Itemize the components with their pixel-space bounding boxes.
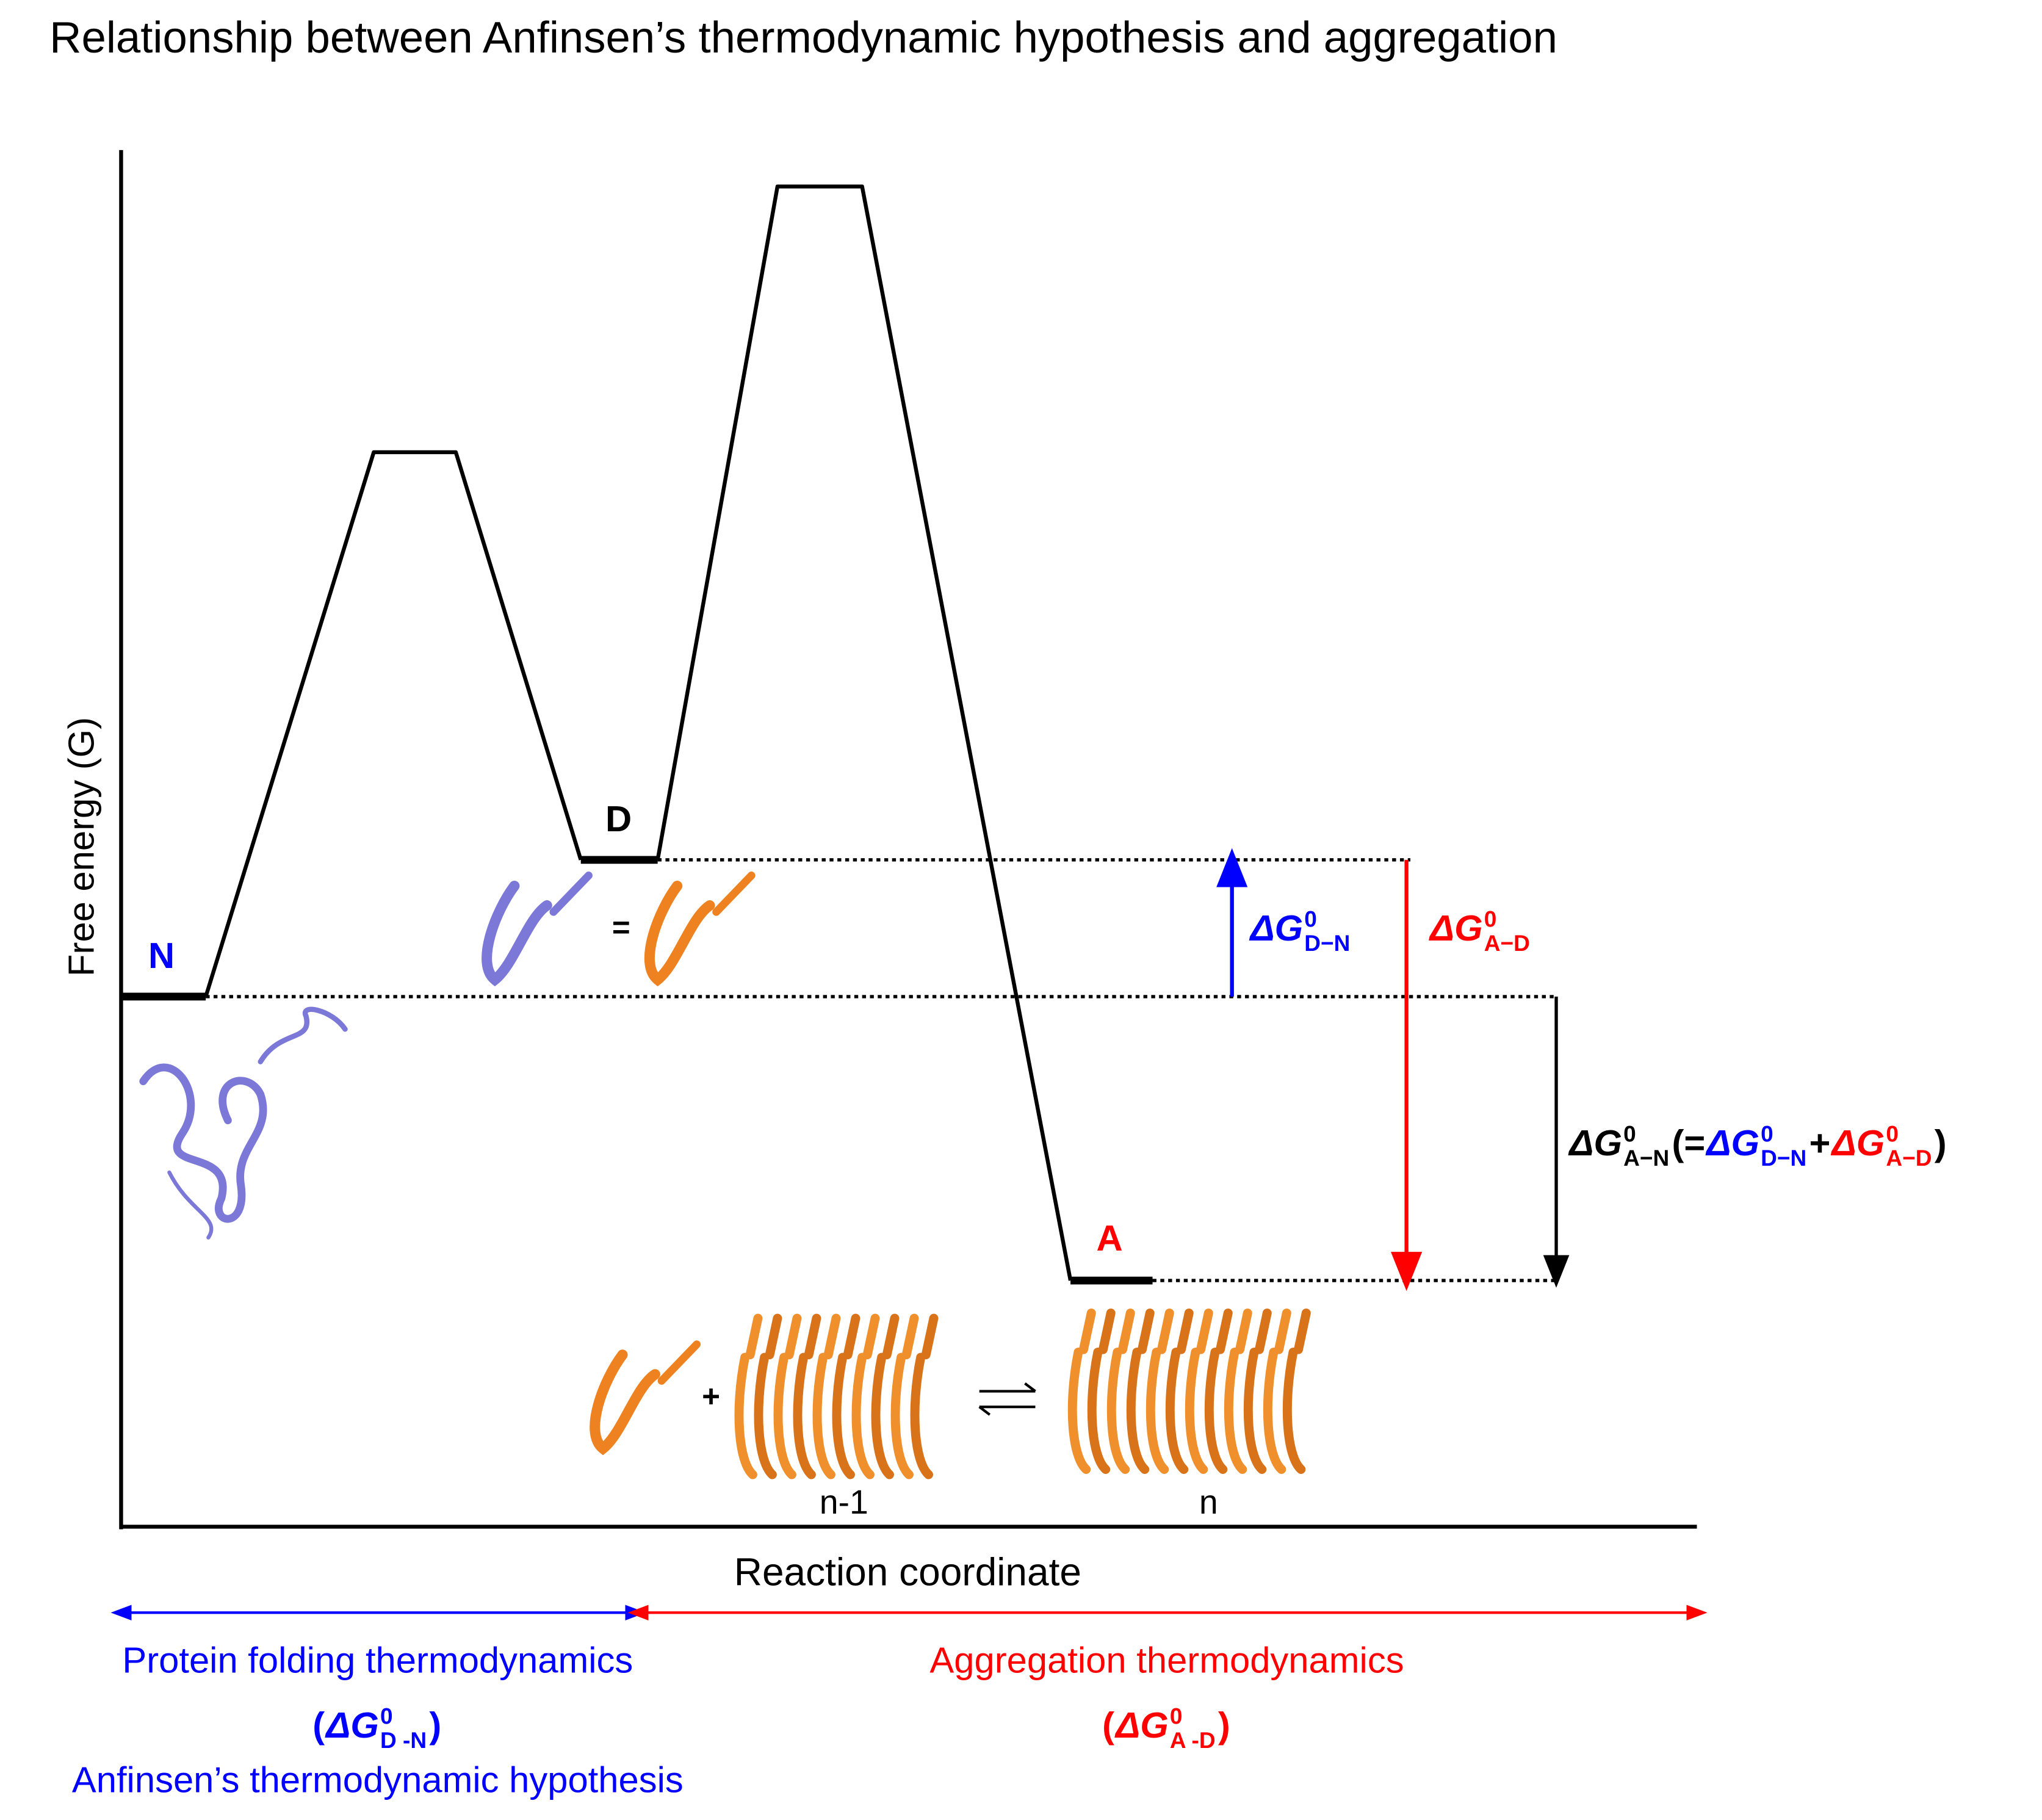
- strand: [1185, 1308, 1213, 1474]
- formula-part: D−N: [1304, 930, 1350, 956]
- formula-part: ): [1935, 1122, 1947, 1163]
- x-axis-label: Reaction coordinate: [734, 1550, 1081, 1594]
- formula: ΔG 0A−N (= ΔG 0D−N + ΔG 0A−D): [1568, 1121, 1946, 1171]
- formula-part: ): [1218, 1705, 1230, 1746]
- formula-part: ΔG: [325, 1705, 379, 1746]
- strand: [1165, 1308, 1194, 1474]
- strand: [1067, 1308, 1096, 1474]
- equilibrium-arrows: [978, 1382, 1036, 1416]
- formula-part: ΔG: [1831, 1122, 1885, 1163]
- formula-part: ΔG: [1249, 908, 1304, 948]
- strand: [1126, 1308, 1155, 1474]
- formula-part: ΔG: [1429, 908, 1483, 948]
- formula-part: 0: [1761, 1121, 1773, 1147]
- folding-title: Protein folding thermodynamics: [122, 1639, 633, 1680]
- formula-part: 0: [1304, 906, 1317, 931]
- denatured-protein-orange: [644, 872, 756, 987]
- formula-part: A−N: [1623, 1145, 1669, 1171]
- formula-part: +: [1809, 1122, 1831, 1163]
- strand: [851, 1313, 880, 1479]
- label-n-minus-1: n-1: [820, 1483, 868, 1521]
- label-n: n: [1199, 1483, 1218, 1521]
- strand: [793, 1313, 821, 1479]
- strand: [832, 1313, 860, 1479]
- state-n: N: [148, 935, 175, 976]
- equals-sign: =: [612, 910, 630, 945]
- formula-part: A−D: [1886, 1145, 1932, 1171]
- strand: [754, 1313, 782, 1479]
- strand: [773, 1313, 802, 1479]
- formula-part: (: [1102, 1705, 1114, 1746]
- formula-part: 0: [1623, 1121, 1636, 1147]
- formula-part: ΔG: [1568, 1122, 1622, 1163]
- formula-part: ΔG: [1705, 1122, 1759, 1163]
- plus-sign: +: [702, 1379, 720, 1414]
- strand: [871, 1313, 900, 1479]
- formula-part: (=: [1672, 1122, 1706, 1163]
- strand: [910, 1313, 939, 1479]
- formula-part: (: [312, 1705, 325, 1746]
- native-protein: [139, 1006, 348, 1240]
- state-d: D: [605, 798, 632, 839]
- strand: [1282, 1308, 1311, 1474]
- folding-note: Anfinsen’s thermodynamic hypothesis: [72, 1760, 684, 1800]
- strand: [1243, 1308, 1272, 1474]
- denatured-protein: [482, 872, 593, 987]
- formula-part: ΔG: [1114, 1705, 1169, 1746]
- formula-part: ): [429, 1705, 441, 1746]
- formula-part: D−N: [1761, 1145, 1806, 1171]
- strand: [1263, 1308, 1291, 1474]
- strand: [734, 1313, 763, 1479]
- title: Relationship between Anfinsen’s thermody…: [49, 13, 1557, 62]
- y-axis-label: Free energy (G): [61, 717, 102, 977]
- state-a: A: [1097, 1218, 1123, 1258]
- formula: ( ΔG 0D -N): [312, 1703, 441, 1752]
- strand: [1087, 1308, 1116, 1474]
- energy-curve: [204, 184, 1073, 1281]
- fibril-n: [1067, 1308, 1311, 1474]
- formula-part: 0: [1886, 1121, 1899, 1147]
- formula-part: 0: [1484, 906, 1497, 931]
- strand: [812, 1313, 841, 1479]
- formula: (ΔG 0A -D): [1102, 1703, 1230, 1752]
- formula-part: 0: [380, 1703, 393, 1728]
- formula-part: 0: [1170, 1703, 1183, 1728]
- strand: [890, 1313, 919, 1479]
- formula-part: A−D: [1484, 930, 1530, 956]
- formula: ΔG 0D−N: [1249, 906, 1351, 955]
- strand: [1106, 1308, 1135, 1474]
- aggregation-title: Aggregation thermodynamics: [929, 1639, 1404, 1680]
- strand: [1224, 1308, 1252, 1474]
- formula: ΔG 0A−D: [1429, 906, 1530, 955]
- monomer: [590, 1340, 701, 1456]
- formula-part: D -N: [380, 1727, 427, 1753]
- fibril-n-1: [734, 1313, 939, 1479]
- strand: [1145, 1308, 1174, 1474]
- formula-part: A -D: [1170, 1727, 1216, 1753]
- strand: [1204, 1308, 1233, 1474]
